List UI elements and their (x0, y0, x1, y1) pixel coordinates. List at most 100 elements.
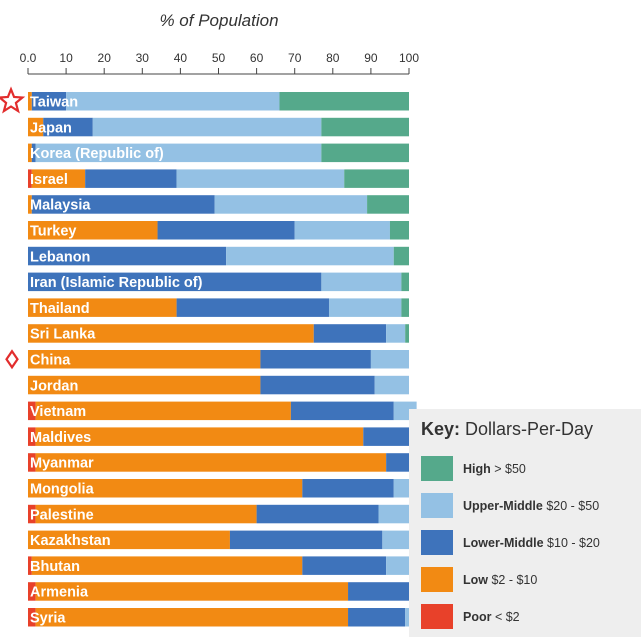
bar-segment-poor (28, 169, 32, 188)
legend: Key: Dollars-Per-Day High > $50 Upper-Mi… (409, 409, 641, 637)
bar-segment-upper-middle (214, 195, 368, 214)
bar-segment-upper-middle (176, 169, 345, 188)
bar-segment-upper-middle (382, 530, 413, 550)
bar-segment-upper-middle (321, 272, 402, 292)
bar-segment-low (31, 556, 303, 575)
bar-segment-lower-middle (348, 608, 406, 627)
bar-segment-poor (28, 453, 36, 472)
legend-label-upper-middle-name: Upper-Middle (463, 498, 543, 513)
bar-row-jordan: Jordan (28, 375, 409, 395)
category-label: Vietnam (30, 404, 86, 420)
legend-swatch-low (421, 567, 453, 592)
legend-label-poor-range: < $2 (491, 609, 520, 624)
bar-row-japan: Japan (28, 117, 409, 137)
bar-row-armenia: Armenia (28, 582, 417, 601)
bar-segment-high (405, 324, 409, 343)
bar-segment-high (344, 169, 409, 188)
bar-segment-low (28, 92, 32, 111)
bar-segment-poor (28, 556, 32, 575)
bar-segment-low (28, 298, 177, 317)
bar-segment-lower-middle (363, 427, 409, 446)
x-tick-label: 30 (136, 51, 150, 65)
category-label: Taiwan (30, 94, 78, 110)
category-label: Sri Lanka (30, 327, 96, 343)
x-tick-label: 80 (326, 51, 340, 65)
category-label: Iran (Islamic Republic of) (30, 275, 203, 291)
x-tick-label: 10 (59, 51, 73, 65)
bar-segment-lower-middle (313, 324, 387, 343)
category-label: Mongolia (30, 481, 95, 497)
category-label: Palestine (30, 507, 94, 523)
bar-segment-poor (28, 504, 36, 524)
bar-segment-lower-middle (302, 479, 394, 498)
bar-row-palestine: Palestine (28, 504, 413, 524)
category-label: Myanmar (30, 456, 94, 472)
category-label: Korea (Republic of) (30, 146, 164, 162)
category-label: Kazakhstan (30, 533, 111, 549)
bar-row-thailand: Thailand (28, 298, 409, 317)
bar-segment-high (389, 221, 409, 240)
bar-segment-high (279, 92, 409, 111)
legend-label-lower-middle: Lower-Middle $10 - $20 (463, 536, 600, 550)
bar-row-korea-republic-of: Korea (Republic of) (28, 143, 409, 163)
bar-segment-low (28, 479, 303, 498)
legend-swatch-lower-middle (421, 530, 453, 555)
bar-row-lebanon: Lebanon (28, 246, 409, 266)
bar-segment-upper-middle (226, 246, 394, 266)
bar-segment-lower-middle (28, 272, 322, 292)
bar-segment-high (393, 246, 409, 266)
bar-segment-low (35, 401, 291, 421)
bar-segment-lower-middle (157, 221, 295, 240)
bar-segment-upper-middle (328, 298, 402, 317)
bar-segment-low (35, 453, 387, 472)
category-label: Maldives (30, 430, 91, 446)
bar-row-myanmar: Myanmar (28, 453, 417, 472)
category-label: Japan (30, 120, 72, 136)
bar-segment-lower-middle (386, 453, 413, 472)
legend-label-high-range: > $50 (490, 461, 526, 476)
bar-segment-upper-middle (35, 143, 322, 163)
bar-segment-low (31, 169, 86, 188)
bar-row-bhutan: Bhutan (28, 556, 409, 575)
category-label: Thailand (30, 301, 90, 317)
bar-segment-low (35, 582, 349, 601)
x-tick-label: 70 (288, 51, 302, 65)
bar-row-kazakhstan: Kazakhstan (28, 530, 413, 550)
x-tick-label: 90 (364, 51, 378, 65)
bar-segment-lower-middle (256, 504, 379, 524)
legend-item-lower-middle: Lower-Middle $10 - $20 (421, 524, 641, 561)
bar-segment-low (28, 195, 32, 214)
legend-swatch-high (421, 456, 453, 481)
legend-label-low-range: $2 - $10 (488, 572, 538, 587)
x-tick-label: 20 (98, 51, 112, 65)
legend-title: Key: Dollars-Per-Day (421, 419, 641, 440)
bar-segment-lower-middle (31, 92, 67, 111)
bar-segment-upper-middle (393, 479, 409, 498)
bar-segment-lower-middle (290, 401, 394, 421)
bar-segment-upper-middle (386, 324, 406, 343)
bar-segment-lower-middle (176, 298, 329, 317)
legend-item-upper-middle: Upper-Middle $20 - $50 (421, 487, 641, 524)
bar-segment-high (321, 143, 409, 163)
bar-segment-high (321, 117, 409, 137)
bar-segment-lower-middle (85, 169, 177, 188)
bar-row-malaysia: Malaysia (28, 195, 409, 214)
legend-item-low: Low $2 - $10 (421, 561, 641, 598)
legend-title-key: Key: (421, 419, 461, 439)
legend-label-upper-middle: Upper-Middle $20 - $50 (463, 499, 599, 513)
legend-swatch-upper-middle (421, 493, 453, 518)
bar-segment-low (28, 324, 314, 343)
legend-label-low: Low $2 - $10 (463, 573, 537, 587)
bar-row-syria: Syria (28, 608, 417, 627)
legend-label-high: High > $50 (463, 462, 526, 476)
bar-row-israel: Israel (28, 169, 409, 188)
bar-segment-lower-middle (260, 350, 371, 369)
category-label: Turkey (30, 223, 76, 239)
category-label: Armenia (30, 585, 89, 601)
bar-row-vietnam: Vietnam (28, 401, 417, 421)
bar-row-turkey: Turkey (28, 221, 409, 240)
bar-segment-low (28, 350, 261, 369)
bar-segment-lower-middle (260, 375, 375, 395)
bar-segment-lower-middle (43, 117, 93, 137)
